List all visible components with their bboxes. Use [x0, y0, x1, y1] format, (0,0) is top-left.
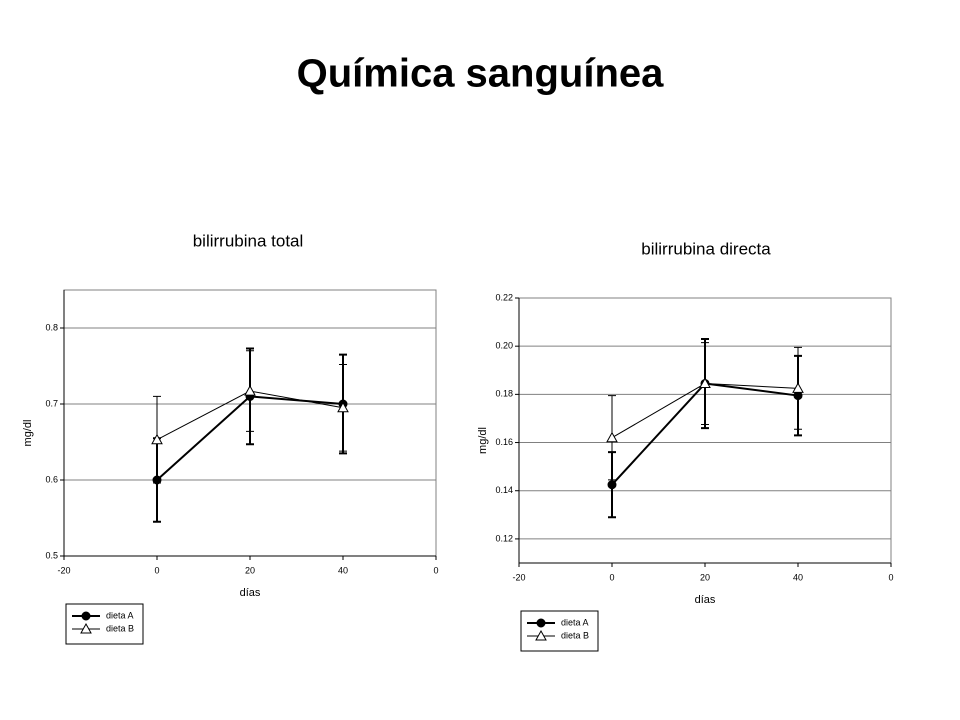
- y-tick-label: 0.8: [45, 322, 58, 332]
- x-tick-label: 0: [154, 565, 159, 575]
- x-tick-label: 20: [700, 572, 710, 582]
- marker: [607, 480, 617, 490]
- marker: [606, 431, 618, 443]
- legend-label: dieta A: [106, 610, 134, 620]
- y-tick-label: 0.7: [45, 398, 58, 408]
- legend-box: [65, 603, 144, 645]
- slide-title: Química sanguínea: [297, 52, 665, 96]
- y-tick-label: 0.22: [495, 292, 513, 302]
- y-axis-label: mg/dl: [477, 427, 489, 454]
- x-axis-label: días: [695, 594, 716, 606]
- y-tick-label: 0.5: [45, 550, 58, 560]
- y-axis-label: mg/dl: [22, 420, 34, 447]
- y-tick-label: 0.12: [495, 533, 513, 543]
- marker: [535, 629, 547, 641]
- y-tick-label: 0.14: [495, 485, 513, 495]
- y-tick-label: 0.16: [495, 437, 513, 447]
- plot-area: [518, 297, 892, 564]
- marker: [536, 618, 546, 628]
- x-tick-label: -20: [512, 572, 525, 582]
- marker: [81, 611, 91, 621]
- x-tick-label: 40: [338, 565, 348, 575]
- y-tick-label: 0.6: [45, 474, 58, 484]
- marker: [244, 385, 256, 396]
- chart-title: bilirrubina total: [193, 231, 304, 250]
- y-tick-label: 0.18: [495, 389, 513, 399]
- x-tick-label: 20: [245, 565, 255, 575]
- legend-label: dieta B: [106, 623, 134, 633]
- y-tick-label: 0.20: [495, 341, 513, 351]
- chart-title: bilirrubina directa: [641, 239, 771, 258]
- x-tick-label: 40: [793, 572, 803, 582]
- x-tick-label: 0: [433, 565, 438, 575]
- marker: [80, 622, 92, 634]
- legend-label: dieta A: [561, 617, 589, 627]
- x-tick-label: 0: [888, 572, 893, 582]
- x-axis-label: días: [240, 587, 261, 599]
- legend-box: [520, 610, 599, 652]
- legend-label: dieta B: [561, 630, 589, 640]
- marker: [699, 377, 711, 389]
- marker: [151, 433, 163, 445]
- marker: [792, 382, 804, 393]
- x-tick-label: -20: [57, 565, 70, 575]
- marker: [337, 401, 349, 413]
- x-tick-label: 0: [609, 572, 614, 582]
